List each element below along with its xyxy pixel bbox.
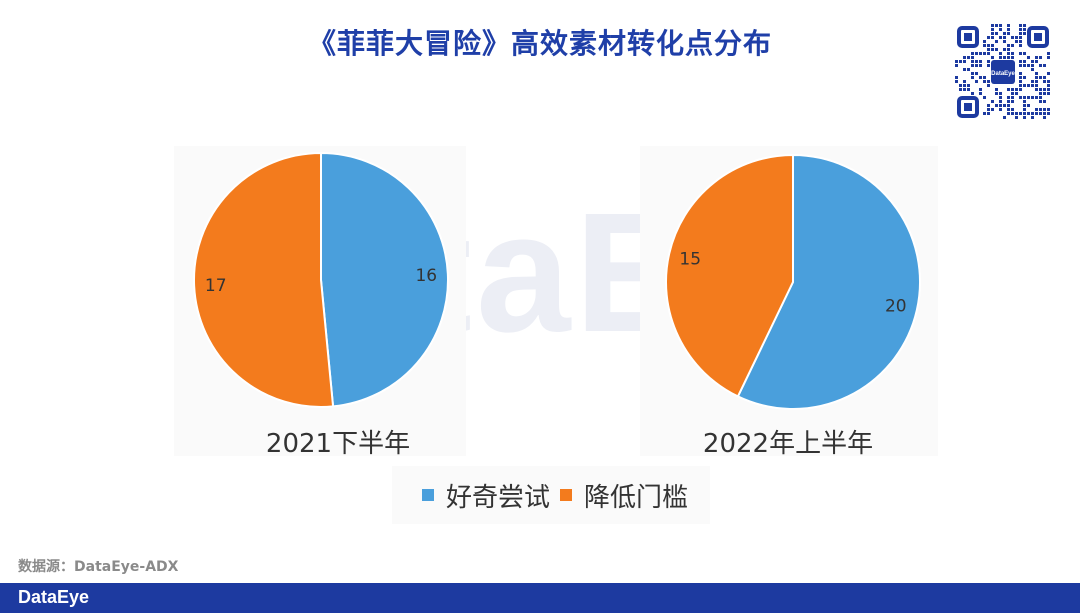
legend-item-curious-try: 好奇尝试 [422, 477, 550, 514]
legend-panel [392, 466, 710, 524]
data-label-right: 15 [679, 250, 701, 270]
qr-logo: DataEye [991, 71, 1015, 77]
footer-logo: DataEye [18, 587, 90, 607]
page-title: 《菲菲大冒险》高效素材转化点分布 [307, 27, 772, 60]
pie-title-2022h1: 2022年上半年 [702, 429, 874, 459]
legend-swatch-orange [560, 489, 573, 501]
footer-bar: DataEye [0, 583, 1080, 613]
qr-code: DataEye [955, 24, 1051, 120]
pie-title-2021h2: 2021下半年 [265, 429, 411, 459]
legend-label: 降低门槛 [584, 482, 689, 513]
legend-item-lower-threshold: 降低门槛 [560, 477, 688, 514]
data-source: 数据源：DataEye-ADX [18, 559, 179, 575]
legend-swatch-blue [422, 489, 434, 501]
slice-lower-threshold-right [665, 153, 794, 398]
data-label-left: 16 [415, 266, 437, 286]
legend: 好奇尝试 降低门槛 [422, 477, 698, 514]
data-label-left: 17 [205, 276, 227, 296]
slice-curious-try-left [320, 151, 449, 408]
slice-lower-threshold-left [193, 151, 335, 408]
data-label-right: 20 [885, 296, 907, 316]
legend-label: 好奇尝试 [446, 482, 551, 513]
slice-curious-try-right [736, 153, 921, 410]
